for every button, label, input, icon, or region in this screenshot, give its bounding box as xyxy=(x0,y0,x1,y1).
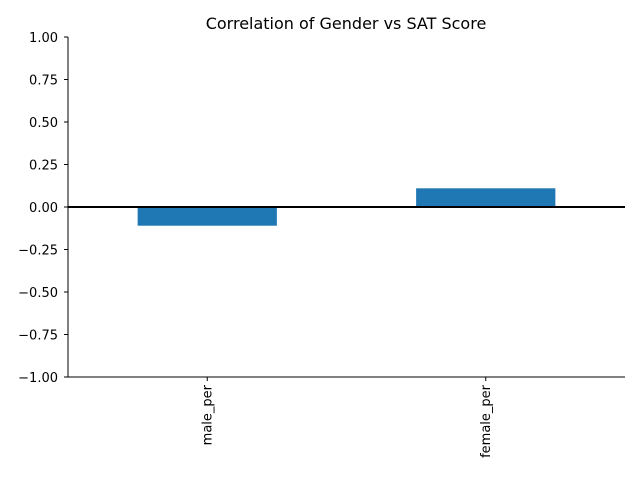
x-tick-label: female_per xyxy=(479,384,494,458)
chart-title: Correlation of Gender vs SAT Score xyxy=(206,14,487,33)
y-tick-label: 0.00 xyxy=(29,201,58,216)
y-tick-label: −1.00 xyxy=(18,371,58,386)
plot-area: male_per female_per −1.00 −0.75 −0.50 −0.25 0.… xyxy=(18,31,625,458)
y-tick-label: 0.25 xyxy=(29,159,58,174)
bar-male-per xyxy=(137,207,277,226)
bar-female-per xyxy=(416,188,556,207)
y-tick-label: 0.50 xyxy=(29,116,58,131)
y-tick-label: −0.25 xyxy=(18,244,58,259)
y-tick-label: −0.75 xyxy=(18,329,58,344)
y-tick-label: −0.50 xyxy=(18,286,58,301)
y-tick-label: 0.75 xyxy=(29,74,58,89)
y-tick-label: 1.00 xyxy=(29,31,58,46)
x-tick-label: male_per xyxy=(200,384,215,445)
